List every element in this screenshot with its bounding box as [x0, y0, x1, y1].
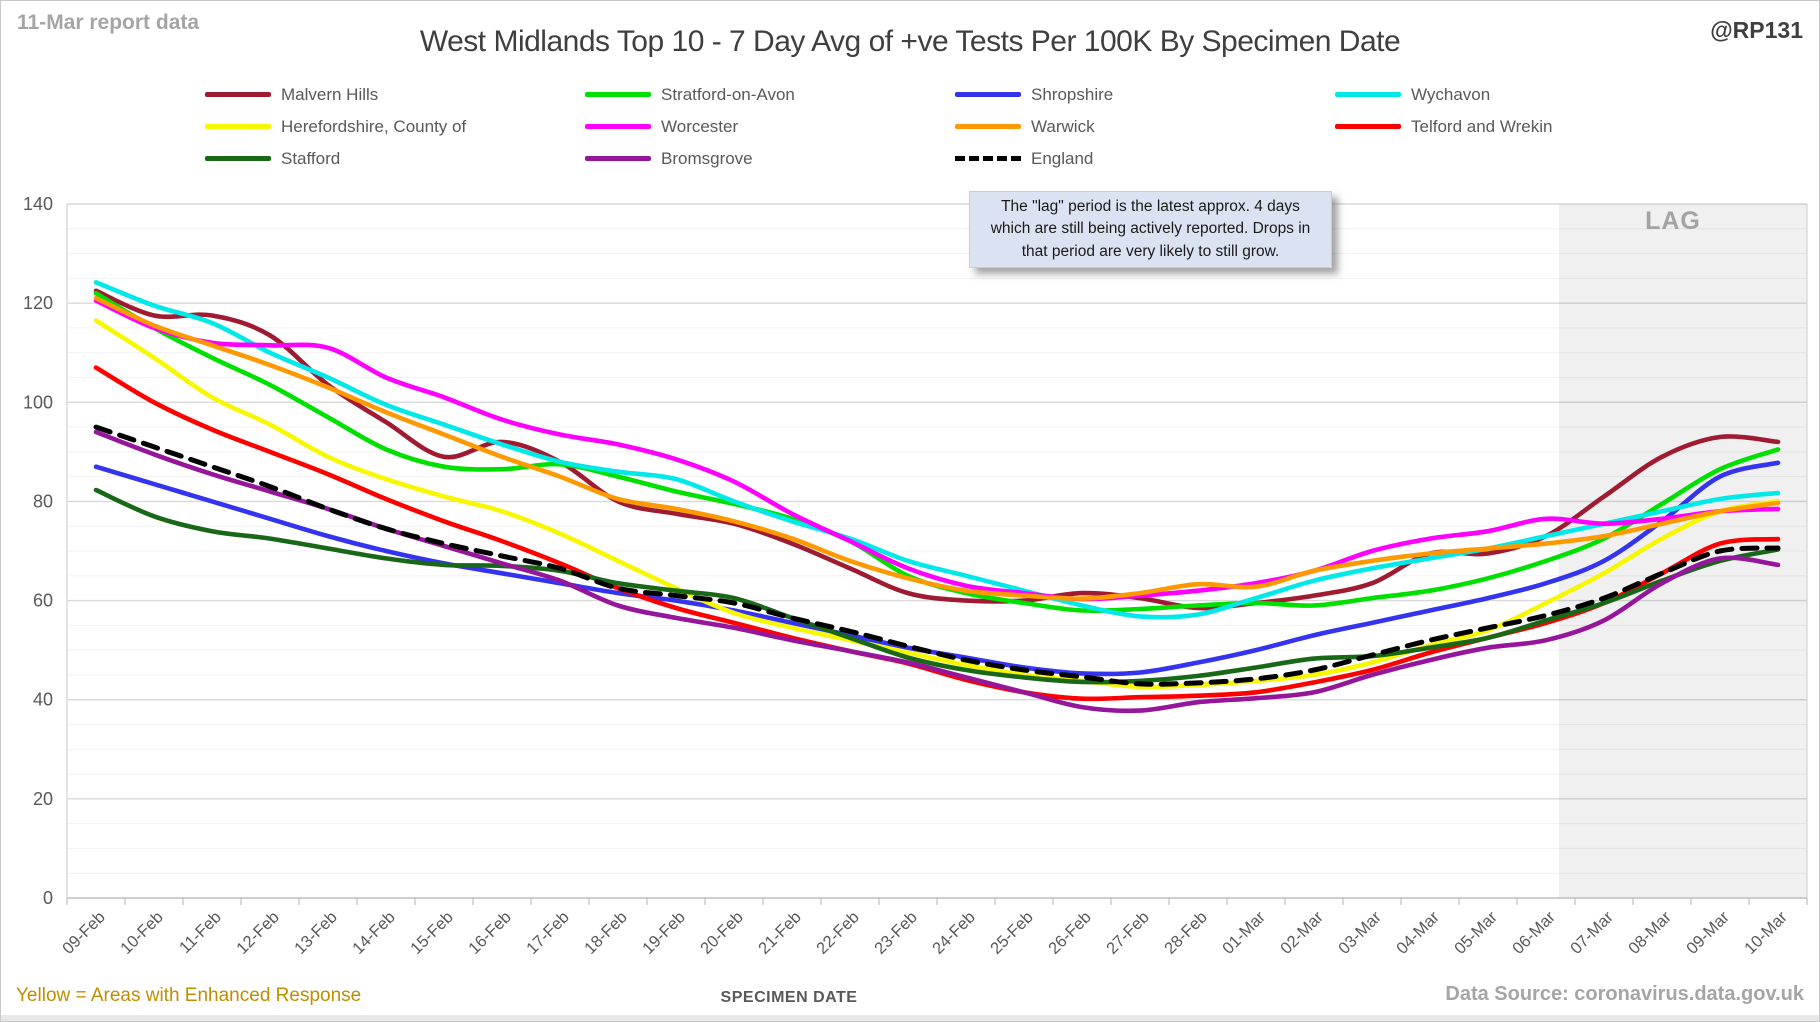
legend-label: Wychavon [1411, 85, 1491, 104]
x-tick-label: 01-Mar [1219, 908, 1269, 958]
wychavon-swatch [1335, 92, 1401, 97]
shropshire-swatch [955, 92, 1021, 97]
svg-text:40: 40 [33, 690, 53, 710]
legend-label: Malvern Hills [281, 85, 379, 104]
lag-annotation-text: The "lag" period is the latest approx. 4… [990, 198, 1311, 260]
telford-and-wrekin-swatch [1335, 124, 1401, 129]
x-tick-label: 19-Feb [639, 908, 689, 958]
legend-label: Shropshire [1031, 85, 1114, 104]
legend-label: Bromsgrove [661, 149, 753, 168]
x-tick-label: 23-Feb [871, 908, 921, 958]
report-date-note: 11-Mar report data [17, 11, 200, 34]
x-tick-label: 02-Mar [1277, 908, 1327, 958]
x-tick-label: 16-Feb [465, 908, 515, 958]
svg-text:0: 0 [43, 888, 53, 908]
bottom-edge-strip [1, 1015, 1819, 1021]
x-tick-label: 11-Feb [176, 908, 225, 957]
author-handle: @RP131 [1710, 17, 1803, 43]
england-swatch [955, 156, 1021, 161]
series-line-telford-and-wrekin [93, 365, 1781, 702]
stafford-swatch [205, 156, 271, 161]
enhanced-response-note: Yellow = Areas with Enhanced Response [16, 985, 362, 1006]
x-tick-label: 09-Feb [59, 908, 109, 958]
series-line-stafford [93, 487, 1781, 685]
x-tick-label: 07-Mar [1567, 908, 1617, 958]
x-tick-label: 13-Feb [291, 908, 341, 958]
series-line-worcester [93, 298, 1781, 602]
series-line-malvern-hills [93, 288, 1781, 611]
svg-text:100: 100 [23, 392, 53, 412]
gridlines [67, 203, 1807, 874]
x-tick-label: 10-Mar [1741, 908, 1791, 958]
malvern-hills-swatch [205, 92, 271, 97]
herefordshire-county-of-swatch [205, 124, 271, 129]
lag-annotation-box: The "lag" period is the latest approx. 4… [969, 191, 1332, 268]
x-tick-label: 14-Feb [349, 908, 399, 958]
x-tick-label: 27-Feb [1103, 908, 1153, 958]
x-tick-label: 06-Mar [1509, 908, 1559, 958]
y-axis-labels: 0 20 40 60 80 100 120 140 [23, 194, 53, 908]
data-source-note: Data Source: coronavirus.data.gov.uk [1445, 983, 1804, 1005]
legend-label: Stafford [281, 149, 341, 168]
series-line-herefordshire-county-of [93, 318, 1781, 690]
chart-title: West Midlands Top 10 - 7 Day Avg of +ve … [419, 25, 1401, 58]
x-axis-title: SPECIMEN DATE [720, 989, 858, 1006]
x-tick-label: 12-Feb [233, 908, 283, 958]
svg-text:80: 80 [33, 491, 53, 511]
x-tick-label: 03-Mar [1335, 908, 1385, 958]
x-tick-label: 28-Feb [1161, 908, 1211, 958]
svg-text:120: 120 [23, 293, 53, 313]
svg-text:140: 140 [23, 194, 53, 214]
series-line-bromsgrove [93, 429, 1781, 714]
stratford-on-avon-swatch [585, 92, 651, 97]
x-tick-label: 04-Mar [1393, 908, 1443, 958]
legend-label: Telford and Wrekin [1411, 117, 1553, 136]
x-tick-label: 17-Feb [523, 908, 573, 958]
bromsgrove-swatch [585, 156, 651, 161]
x-tick-label: 22-Feb [813, 908, 863, 958]
legend: Malvern Hills Stratford-on-Avon Shropshire… [1, 1, 1819, 181]
x-tick-label: 26-Feb [1045, 908, 1095, 958]
series-line-england [93, 424, 1781, 687]
x-tick-label: 18-Feb [581, 908, 631, 958]
x-tick-label: 09-Mar [1683, 908, 1733, 958]
warwick-swatch [955, 124, 1021, 129]
x-tick-label: 15-Feb [407, 908, 457, 958]
series-lines [93, 280, 1781, 714]
legend-label: Warwick [1031, 117, 1095, 136]
lag-region-label: LAG [1645, 207, 1701, 235]
legend-label: Herefordshire, County of [281, 117, 467, 136]
worcester-swatch [585, 124, 651, 129]
x-tick-label: 08-Mar [1625, 908, 1675, 958]
x-tick-label: 25-Feb [987, 908, 1037, 958]
legend-label: Worcester [661, 117, 739, 136]
svg-text:20: 20 [33, 789, 53, 809]
x-axis-labels: 09-Feb 10-Feb 11-Feb 12-Feb 13-Feb 14-Feb 15-F… [59, 908, 1791, 958]
svg-text:60: 60 [33, 591, 53, 611]
x-tick-label: 10-Feb [117, 908, 167, 958]
legend-label: Stratford-on-Avon [661, 85, 795, 104]
x-tick-label: 20-Feb [697, 908, 747, 958]
x-tick-label: 24-Feb [929, 908, 979, 958]
x-tick-label: 21-Feb [755, 908, 805, 958]
legend-label: England [1031, 149, 1094, 168]
x-tick-label: 05-Mar [1451, 908, 1501, 958]
series-line-warwick [93, 295, 1781, 601]
axes [66, 204, 1808, 905]
